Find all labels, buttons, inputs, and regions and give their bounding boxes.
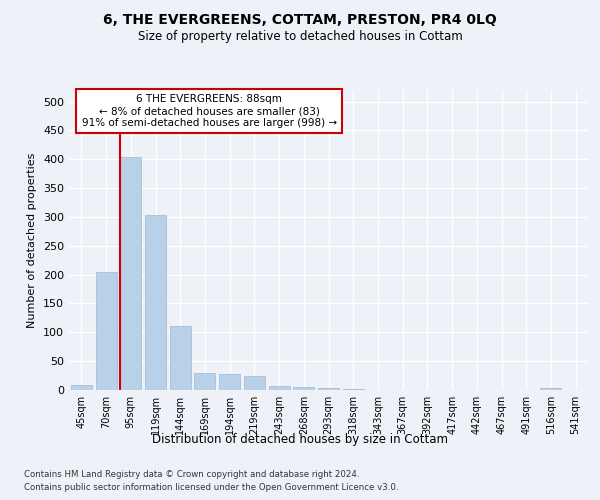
Bar: [71, 386, 92, 390]
Bar: [244, 376, 265, 390]
Y-axis label: Number of detached properties: Number of detached properties: [28, 152, 37, 328]
Bar: [194, 374, 215, 390]
Bar: [120, 158, 141, 390]
Bar: [145, 215, 166, 390]
Text: 6 THE EVERGREENS: 88sqm
← 8% of detached houses are smaller (83)
91% of semi-det: 6 THE EVERGREENS: 88sqm ← 8% of detached…: [82, 94, 337, 128]
Bar: [293, 386, 314, 390]
Text: Contains public sector information licensed under the Open Government Licence v3: Contains public sector information licen…: [24, 482, 398, 492]
Bar: [541, 388, 562, 390]
Bar: [170, 326, 191, 390]
Text: Size of property relative to detached houses in Cottam: Size of property relative to detached ho…: [137, 30, 463, 43]
Bar: [318, 388, 339, 390]
Text: Distribution of detached houses by size in Cottam: Distribution of detached houses by size …: [152, 432, 448, 446]
Bar: [219, 374, 240, 390]
Bar: [269, 386, 290, 390]
Bar: [95, 272, 116, 390]
Text: Contains HM Land Registry data © Crown copyright and database right 2024.: Contains HM Land Registry data © Crown c…: [24, 470, 359, 479]
Text: 6, THE EVERGREENS, COTTAM, PRESTON, PR4 0LQ: 6, THE EVERGREENS, COTTAM, PRESTON, PR4 …: [103, 12, 497, 26]
